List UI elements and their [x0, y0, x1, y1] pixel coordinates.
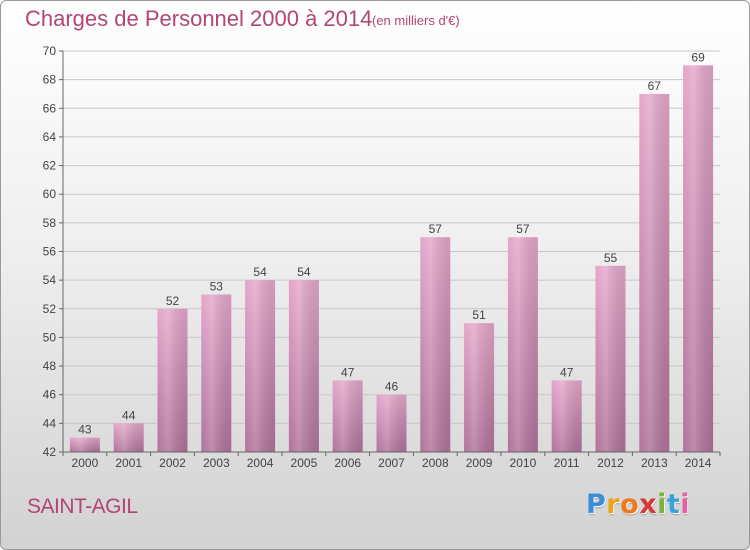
y-tick-label: 54: [43, 273, 57, 287]
y-tick-label: 46: [43, 388, 57, 402]
data-label: 69: [691, 50, 705, 64]
bar-shine: [245, 280, 276, 452]
x-tick-label: 2002: [159, 456, 186, 470]
logo-letter: i: [657, 489, 667, 520]
bar-shine: [551, 380, 582, 452]
chart-title: Charges de Personnel 2000 à 2014: [25, 6, 373, 31]
data-label: 55: [604, 251, 618, 265]
bars: 43 44 52 53 54 54 47 46 57 51 57 47 55 67 69: [69, 50, 714, 453]
y-tick-label: 56: [43, 245, 57, 259]
data-label: 57: [516, 222, 530, 236]
y-tick-label: 50: [43, 330, 57, 344]
x-tick-label: 2013: [641, 456, 668, 470]
logo-letter: P: [586, 489, 607, 520]
y-tick-label: 64: [43, 130, 57, 144]
bar-shine: [201, 294, 232, 452]
bar-shine: [507, 237, 538, 452]
bar-shine: [683, 65, 714, 453]
bar-shine: [420, 237, 451, 452]
data-label: 47: [560, 365, 574, 379]
proxiti-logo: Proxiti: [586, 489, 690, 520]
y-tick-label: 70: [43, 44, 57, 58]
data-label: 57: [429, 222, 443, 236]
data-label: 44: [122, 408, 136, 422]
bar-shine: [113, 423, 144, 452]
bar-shine: [157, 308, 188, 452]
data-label: 53: [210, 279, 224, 293]
x-tick-label: 2009: [466, 456, 493, 470]
bar-shine: [69, 437, 100, 452]
bar-shine: [288, 280, 319, 452]
data-label: 43: [78, 423, 92, 437]
data-label: 54: [297, 265, 311, 279]
y-tick-label: 66: [43, 101, 57, 115]
x-tick-label: 2011: [554, 456, 580, 470]
x-tick-label: 2012: [597, 456, 624, 470]
x-tick-label: 2010: [510, 456, 537, 470]
bar-shine: [595, 265, 626, 452]
bar-shine: [332, 380, 363, 452]
data-label: 47: [341, 365, 355, 379]
y-tick-label: 58: [43, 216, 57, 230]
data-label: 67: [648, 79, 662, 93]
x-tick-label: 2004: [247, 456, 274, 470]
data-label: 51: [472, 308, 486, 322]
x-tick-label: 2008: [422, 456, 449, 470]
y-tick-label: 44: [43, 416, 57, 430]
logo-letter: i: [680, 489, 691, 520]
commune-name: SAINT-AGIL: [27, 495, 138, 518]
logo-letter: t: [666, 489, 681, 520]
y-tick-label: 60: [43, 187, 57, 201]
y-tick-label: 62: [43, 159, 57, 173]
x-tick-label: 2005: [291, 456, 318, 470]
axes: 42 44 46 48 50 52 54 56 58 60 62 64 66 68 70 2000 2001 20…: [43, 44, 721, 470]
logo-letter: o: [620, 489, 640, 520]
y-tick-label: 68: [43, 73, 57, 87]
logo-letter: r: [606, 489, 621, 520]
x-tick-label: 2000: [72, 456, 99, 470]
bar-shine: [639, 93, 670, 452]
x-tick-label: 2006: [334, 456, 361, 470]
chart-subtitle: (en milliers d'€): [372, 13, 460, 28]
x-tick-label: 2007: [378, 456, 405, 470]
y-tick-label: 42: [43, 445, 57, 459]
x-tick-label: 2003: [203, 456, 230, 470]
logo-letter: x: [639, 489, 658, 520]
y-tick-label: 52: [43, 302, 57, 316]
bar-shine: [376, 394, 407, 452]
x-tick-label: 2001: [115, 456, 142, 470]
data-label: 52: [166, 294, 180, 308]
x-tick-label: 2014: [685, 456, 712, 470]
y-tick-label: 48: [43, 359, 57, 373]
data-label: 54: [253, 265, 267, 279]
bar-shine: [464, 323, 495, 452]
data-label: 46: [385, 380, 399, 394]
